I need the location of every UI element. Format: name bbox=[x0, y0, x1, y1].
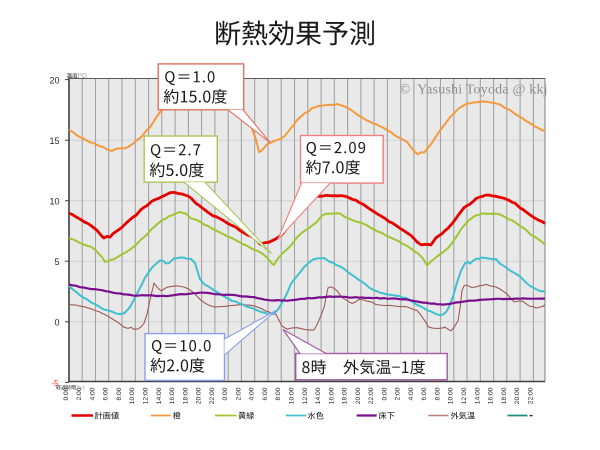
svg-text:2:00: 2:00 bbox=[395, 387, 402, 400]
svg-text:10:00: 10:00 bbox=[129, 387, 136, 404]
svg-text:© Yasushi Toyoda @ kkj: © Yasushi Toyoda @ kkj bbox=[400, 83, 548, 98]
svg-text:4:00: 4:00 bbox=[408, 387, 415, 400]
svg-text:12:00: 12:00 bbox=[302, 387, 309, 404]
svg-text:5: 5 bbox=[54, 257, 59, 267]
svg-text:0:00: 0:00 bbox=[63, 387, 70, 400]
svg-text:2:00: 2:00 bbox=[235, 387, 242, 400]
svg-text:8:00: 8:00 bbox=[275, 387, 282, 400]
svg-text:10: 10 bbox=[49, 196, 59, 206]
svg-text:2:00: 2:00 bbox=[76, 387, 83, 400]
svg-text:16:00: 16:00 bbox=[169, 387, 176, 404]
svg-text:16:00: 16:00 bbox=[488, 387, 495, 404]
svg-text:15: 15 bbox=[49, 136, 59, 146]
svg-text:12:00: 12:00 bbox=[143, 387, 150, 404]
svg-text:12:00: 12:00 bbox=[461, 387, 468, 404]
svg-text:16:00: 16:00 bbox=[328, 387, 335, 404]
svg-text:6:00: 6:00 bbox=[421, 387, 428, 400]
svg-text:14:00: 14:00 bbox=[474, 387, 481, 404]
svg-text:10:00: 10:00 bbox=[448, 387, 455, 404]
svg-text:8:00: 8:00 bbox=[116, 387, 123, 400]
svg-text:6:00: 6:00 bbox=[262, 387, 269, 400]
svg-text:22:00: 22:00 bbox=[527, 387, 534, 404]
svg-text:-5: -5 bbox=[51, 379, 59, 388]
svg-text:4:00: 4:00 bbox=[89, 387, 96, 400]
svg-text:8:00: 8:00 bbox=[435, 387, 442, 400]
svg-text:20:00: 20:00 bbox=[355, 387, 362, 404]
svg-text:4:00: 4:00 bbox=[249, 387, 256, 400]
svg-text:6:00: 6:00 bbox=[103, 387, 110, 400]
svg-text:22:00: 22:00 bbox=[368, 387, 375, 404]
svg-text:20: 20 bbox=[49, 75, 59, 85]
svg-text:0:00: 0:00 bbox=[222, 387, 229, 400]
svg-text:10:00: 10:00 bbox=[289, 387, 296, 404]
svg-text:14:00: 14:00 bbox=[156, 387, 163, 404]
svg-text:22:00: 22:00 bbox=[209, 387, 216, 404]
svg-text:0: 0 bbox=[54, 318, 59, 328]
svg-text:18:00: 18:00 bbox=[342, 387, 349, 404]
svg-text:18:00: 18:00 bbox=[501, 387, 508, 404]
svg-text:0:00: 0:00 bbox=[381, 387, 388, 400]
svg-text:20:00: 20:00 bbox=[196, 387, 203, 404]
svg-text:20:00: 20:00 bbox=[514, 387, 521, 404]
svg-text:18:00: 18:00 bbox=[182, 387, 189, 404]
svg-text:14:00: 14:00 bbox=[315, 387, 322, 404]
